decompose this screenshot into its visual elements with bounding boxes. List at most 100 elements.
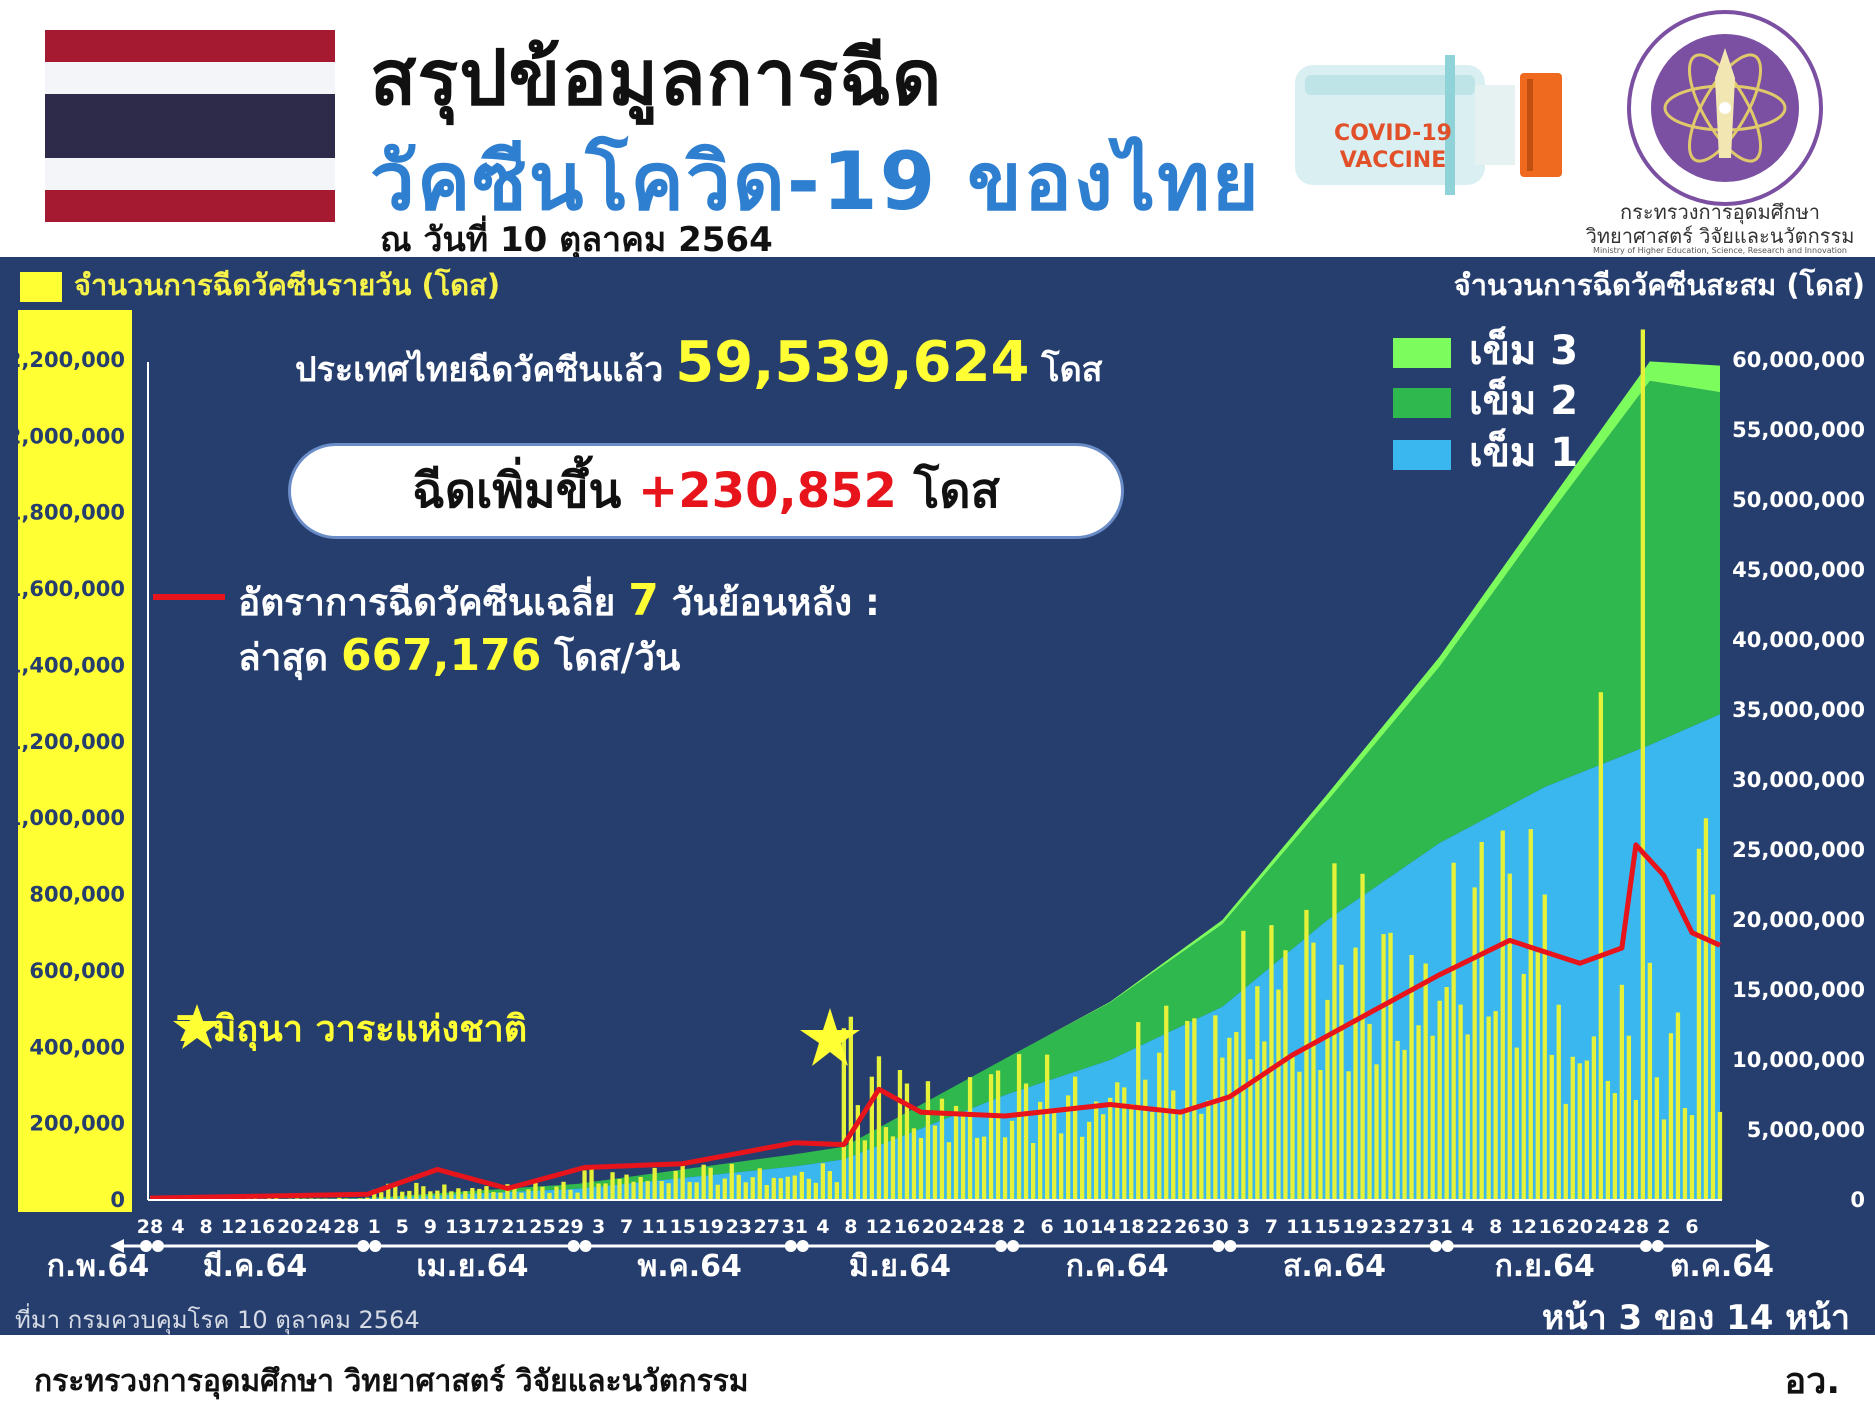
daily-bar (477, 1188, 482, 1200)
daily-bar (1164, 1005, 1169, 1200)
left-axis-band (18, 310, 132, 1212)
daily-bar (995, 1070, 1001, 1200)
daily-bar (1283, 950, 1288, 1200)
daily-bar (736, 1174, 741, 1200)
legend-dose2: เข็ม 2 (1393, 368, 1578, 432)
daily-bar (1696, 848, 1702, 1200)
latest-value: 667,176 (340, 630, 542, 681)
daily-bar (547, 1192, 552, 1200)
daily-bar (1129, 1104, 1134, 1200)
daily-bar (1087, 1121, 1092, 1200)
x-tick-label: 7 (620, 1216, 633, 1238)
x-tick-label: 18 (1118, 1216, 1144, 1238)
x-tick-label: 4 (816, 1216, 829, 1238)
daily-bar (687, 1181, 692, 1200)
footer-ministry: กระทรวงการอุดมศึกษา วิทยาศาสตร์ วิจัยและ… (34, 1364, 749, 1399)
x-tick-label: 6 (1685, 1216, 1698, 1238)
daily-bar (456, 1188, 461, 1200)
daily-bar (673, 1170, 678, 1200)
month-boundary-dot (784, 1240, 797, 1252)
daily-bar (1654, 1077, 1659, 1200)
daily-bar (883, 1127, 889, 1200)
daily-bar (1220, 1057, 1225, 1200)
ministry-name-thai: กระทรวงการอุดมศึกษา วิทยาศาสตร์ วิจัยและ… (1580, 200, 1860, 248)
month-boundary-dot (995, 1240, 1008, 1252)
daily-bar (365, 1197, 370, 1200)
daily-bar (1647, 962, 1652, 1200)
right-tick-label: 25,000,000 (1732, 838, 1865, 862)
daily-bar (1009, 1120, 1015, 1200)
vaccine-label-1: COVID-19 (1334, 121, 1452, 146)
daily-bar (1353, 947, 1358, 1200)
daily-bar (1521, 973, 1526, 1200)
daily-bar (1108, 1097, 1113, 1200)
increase-prefix: ฉีดเพิ่มขึ้น (412, 463, 622, 519)
month-boundary-dot (1212, 1240, 1225, 1252)
month-axis: ก.พ.64 มี.ค.64 เม.ย.64 พ.ค.64 มิ.ย.64 ก.ค.64 ส… (47, 1239, 1774, 1284)
footer-abbr: อว. (1784, 1361, 1840, 1402)
daily-bar (1549, 1054, 1554, 1200)
right-axis-title: จำนวนการฉีดวัคซีนสะสม (โดส) (1453, 268, 1865, 302)
daily-bar (1416, 1025, 1421, 1200)
x-tick-label: 24 (1595, 1216, 1621, 1238)
right-tick-label: 40,000,000 (1732, 628, 1865, 652)
month-boundary-dot (1007, 1240, 1020, 1252)
legend-dose1: เข็ม 1 (1393, 420, 1578, 484)
daily-bar (722, 1178, 727, 1200)
legend-label-dose1: เข็ม 1 (1469, 430, 1579, 476)
latest-prefix: ล่าสุด (238, 636, 329, 679)
flag-stripe-white-bottom (45, 158, 335, 190)
daily-bar (1619, 984, 1624, 1200)
daily-bar (428, 1191, 433, 1200)
x-tick-label: 2 (1657, 1216, 1670, 1238)
daily-bar (414, 1182, 419, 1200)
daily-bar (449, 1191, 454, 1200)
daily-bar (1633, 1100, 1638, 1200)
right-tick-label: 30,000,000 (1732, 768, 1865, 792)
left-tick-label: 1,600,000 (7, 577, 125, 601)
flag-stripe-red-bottom (45, 190, 335, 222)
daily-bar (813, 1182, 818, 1200)
daily-bar (372, 1189, 377, 1200)
daily-bar (855, 1105, 860, 1200)
daily-bar (1591, 1036, 1596, 1200)
right-tick-label: 15,000,000 (1732, 978, 1865, 1002)
flag-stripe-white-top (45, 62, 335, 94)
right-axis-ticks: 0 5,000,000 10,000,000 15,000,000 20,000,000… (1732, 348, 1865, 1212)
star-marker-icon (800, 1008, 860, 1066)
star-note-icon (173, 1004, 221, 1049)
daily-bar (862, 1140, 867, 1200)
daily-bar (953, 1105, 959, 1200)
left-tick-label: 2,200,000 (7, 348, 125, 372)
daily-bar (463, 1191, 468, 1200)
ministry-name-english: Ministry of Higher Education, Science, R… (1593, 246, 1847, 255)
daily-bar (1374, 1064, 1379, 1200)
month-label: มิ.ย.64 (849, 1249, 951, 1284)
daily-bar (554, 1186, 559, 1200)
daily-bar (400, 1191, 405, 1200)
x-tick-label: 14 (1090, 1216, 1116, 1238)
right-tick-label: 55,000,000 (1732, 418, 1865, 442)
month-boundary-dot (579, 1240, 592, 1252)
daily-bar (1227, 1037, 1232, 1200)
daily-bar (1241, 930, 1246, 1200)
daily-bar (1066, 1095, 1071, 1200)
left-tick-label: 0 (110, 1188, 125, 1212)
x-tick-label: 16 (1539, 1216, 1565, 1238)
daily-bar (568, 1189, 573, 1200)
area-dose2 (150, 381, 1720, 1200)
month-boundary-dot (1639, 1240, 1652, 1252)
daily-bar (918, 1138, 924, 1200)
increase-suffix: โดส (913, 463, 1000, 519)
x-tick-label: 23 (726, 1216, 752, 1238)
legend-swatch-dose3 (1393, 338, 1451, 368)
x-tick-label: 15 (669, 1216, 695, 1238)
x-tick-label: 11 (1286, 1216, 1312, 1238)
x-axis-ticks: 28 4 8 12 16 20 24 28 1 5 9 13 17 21 25 29 3 7 11 15 19 23 27 3… (137, 1216, 1699, 1238)
daily-bar (1409, 955, 1414, 1200)
daily-bar (841, 1028, 846, 1200)
daily-bar (939, 1098, 945, 1200)
right-tick-label: 5,000,000 (1747, 1118, 1865, 1142)
x-tick-label: 25 (529, 1216, 555, 1238)
